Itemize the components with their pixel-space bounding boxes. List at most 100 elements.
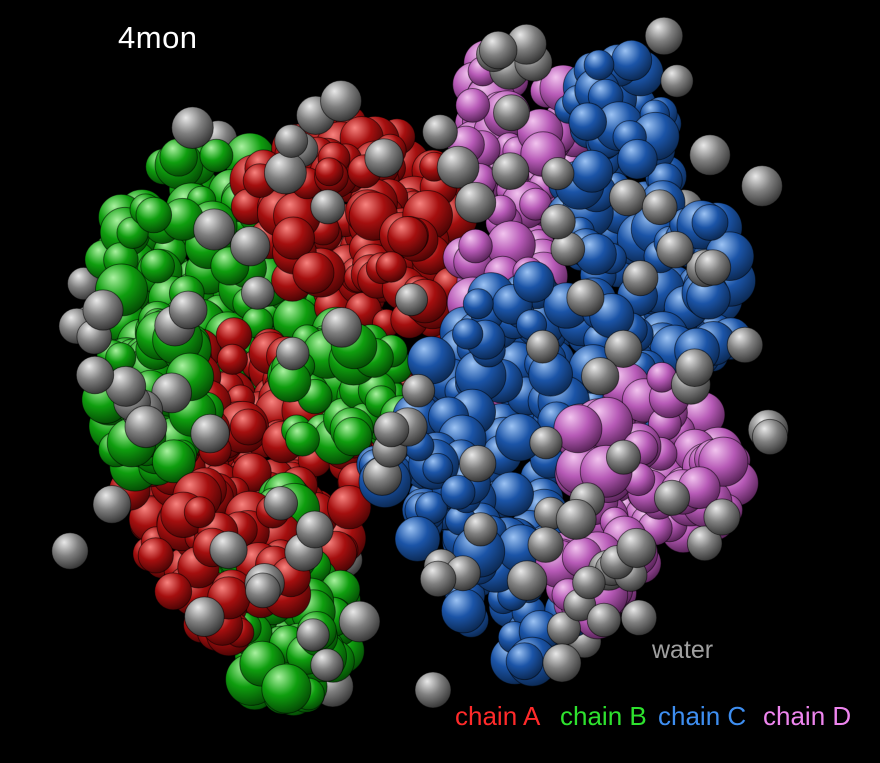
- atom-sphere: [140, 248, 176, 284]
- water-sphere: [171, 106, 214, 149]
- atom-sphere: [137, 537, 174, 574]
- atom-sphere: [452, 318, 484, 350]
- atom-sphere: [183, 496, 216, 529]
- water-sphere: [675, 348, 714, 388]
- water-sphere: [401, 373, 436, 408]
- water-sphere: [310, 648, 344, 682]
- water-sphere: [527, 526, 564, 563]
- water-sphere: [529, 426, 563, 460]
- atom-sphere: [327, 485, 372, 530]
- water-sphere: [275, 336, 310, 371]
- atom-sphere: [691, 204, 729, 241]
- water-sphere: [373, 411, 410, 448]
- atom-sphere: [422, 452, 454, 484]
- water-sphere: [394, 283, 429, 317]
- water-sphere: [741, 165, 783, 207]
- water-sphere: [540, 203, 576, 240]
- atom-sphere: [135, 196, 173, 234]
- atom-sphere: [440, 588, 487, 634]
- water-sphere: [566, 278, 605, 317]
- atom-sphere: [568, 102, 608, 141]
- structure-title: 4mon: [118, 20, 198, 55]
- water-sphere: [124, 405, 168, 449]
- water-sphere: [653, 479, 691, 516]
- water-sphere: [686, 525, 723, 562]
- water-sphere: [751, 418, 789, 456]
- water-sphere: [541, 157, 575, 191]
- water-sphere: [641, 189, 678, 226]
- water-sphere: [274, 124, 309, 158]
- water-sphere: [230, 226, 271, 267]
- water-sphere: [726, 326, 764, 364]
- water-sphere: [295, 510, 334, 549]
- water-sphere: [184, 596, 225, 638]
- water-sphere: [694, 249, 732, 286]
- water-sphere: [689, 134, 731, 176]
- atom-sphere: [387, 216, 429, 257]
- water-label: water: [652, 636, 714, 664]
- water-sphere: [92, 485, 132, 524]
- atom-sphere: [570, 149, 614, 193]
- atom-sphere: [285, 421, 320, 457]
- water-sphere: [296, 618, 330, 652]
- water-sphere: [616, 527, 657, 569]
- water-sphere: [414, 671, 452, 709]
- water-sphere: [75, 355, 115, 395]
- water-spheres-foreground: [51, 16, 789, 709]
- water-sphere: [620, 599, 658, 636]
- water-sphere: [622, 260, 659, 297]
- water-sphere: [240, 276, 275, 310]
- water-sphere: [364, 138, 404, 178]
- atom-sphere: [333, 416, 373, 457]
- atom-sphere: [512, 261, 555, 303]
- water-sphere: [525, 329, 560, 364]
- water-sphere: [542, 643, 582, 683]
- atom-sphere: [611, 39, 653, 82]
- water-sphere: [245, 572, 281, 609]
- atom-sphere: [151, 439, 196, 484]
- water-sphere: [644, 16, 684, 56]
- water-sphere: [656, 230, 694, 269]
- water-sphere: [419, 560, 457, 598]
- atom-sphere: [394, 516, 441, 562]
- atom-sphere: [458, 228, 493, 264]
- water-sphere: [463, 512, 498, 547]
- water-sphere: [193, 208, 236, 251]
- water-sphere: [209, 530, 248, 570]
- atom-sphere: [271, 216, 315, 260]
- atom-sphere: [440, 474, 476, 510]
- water-sphere: [338, 600, 381, 643]
- water-sphere: [491, 152, 530, 191]
- atom-sphere: [505, 642, 544, 681]
- water-sphere: [478, 30, 518, 70]
- atom-sphere: [583, 49, 615, 81]
- water-sphere: [660, 64, 694, 98]
- atom-sphere: [199, 138, 234, 173]
- chain-c-spheres: [545, 39, 688, 294]
- atom-sphere: [462, 288, 494, 320]
- water-sphere: [605, 439, 642, 475]
- water-sphere: [263, 151, 307, 195]
- water-sphere: [263, 486, 299, 521]
- water-sphere: [310, 189, 346, 225]
- atom-sphere: [261, 663, 312, 714]
- water-sphere: [51, 532, 89, 570]
- water-sphere: [608, 178, 647, 217]
- atom-sphere: [216, 343, 248, 375]
- water-sphere: [454, 181, 497, 224]
- water-sphere: [572, 565, 606, 600]
- water-sphere: [493, 94, 530, 132]
- atom-sphere: [455, 88, 491, 123]
- atom-sphere: [292, 251, 335, 294]
- atom-sphere: [617, 138, 658, 180]
- atom-sphere: [314, 157, 344, 187]
- water-sphere: [422, 114, 458, 150]
- atom-sphere: [154, 572, 193, 611]
- water-sphere: [436, 145, 480, 189]
- water-sphere: [506, 560, 548, 601]
- water-sphere: [168, 290, 208, 330]
- water-sphere: [586, 602, 622, 638]
- water-sphere: [581, 357, 620, 396]
